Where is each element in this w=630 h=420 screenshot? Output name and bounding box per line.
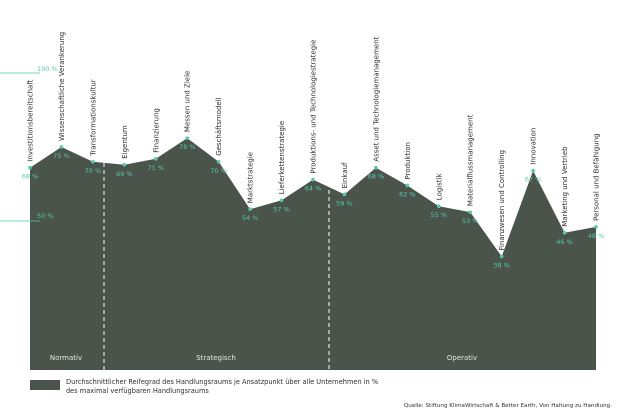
value-label-11: 59 % <box>336 199 353 207</box>
source-note: Quelle: Stiftung KlimaWirtschaft & Bette… <box>403 403 612 409</box>
section-label-operativ: Operativ <box>447 354 477 362</box>
legend: Durchschnittlicher Reifegrad des Handlun… <box>30 378 386 396</box>
data-point-18 <box>562 231 567 235</box>
data-point-15 <box>468 210 473 214</box>
category-label-1: Investitionsbereitschaft <box>27 79 35 161</box>
value-label-13: 62 % <box>399 190 416 198</box>
area-fill <box>30 138 596 370</box>
data-point-14 <box>436 204 441 208</box>
category-label-17: Innovation <box>530 128 538 165</box>
value-label-3: 70 % <box>85 167 102 175</box>
category-label-15: Materialflussmanagement <box>467 114 475 206</box>
data-point-11 <box>342 192 347 197</box>
category-label-11: Einkauf <box>341 162 349 188</box>
category-label-10: Produktions- und Technologiestrategie <box>310 40 318 174</box>
data-point-12 <box>374 165 378 170</box>
ref-label-100: 100 % <box>37 65 58 73</box>
data-point-10 <box>311 177 315 182</box>
data-point-9 <box>279 198 284 203</box>
value-label-10: 64 % <box>305 185 322 193</box>
data-point-1 <box>28 165 32 170</box>
category-label-5: Finanzierung <box>152 108 160 153</box>
category-label-19: Personal und Befähigung <box>593 133 601 221</box>
legend-swatch <box>30 380 60 390</box>
data-point-8 <box>248 207 252 211</box>
data-point-2 <box>59 145 64 149</box>
category-label-12: Asset und Technologiemanagement <box>372 36 380 161</box>
category-label-14: Logistik <box>435 172 443 200</box>
data-point-3 <box>91 160 95 164</box>
value-label-5: 71 % <box>148 164 165 172</box>
ref-label-50: 50 % <box>37 212 54 220</box>
value-label-4: 69 % <box>116 170 133 178</box>
value-label-12: 68 % <box>368 173 385 181</box>
data-point-6 <box>185 136 190 140</box>
category-label-9: Lieferkettenstrategie <box>278 121 286 194</box>
value-label-9: 57 % <box>273 205 290 213</box>
value-label-19: 48 % <box>588 232 605 240</box>
category-label-8: Marktstrategie <box>247 152 255 203</box>
category-label-18: Marketing und Vertrieb <box>561 146 569 227</box>
data-point-5 <box>153 157 158 161</box>
value-label-6: 78 % <box>179 143 196 151</box>
category-label-7: Geschäftsmodell <box>215 97 223 155</box>
value-label-16: 38 % <box>493 262 510 270</box>
data-point-19 <box>594 225 598 229</box>
section-label-normativ: Normativ <box>50 354 82 362</box>
value-label-1: 68 % <box>22 173 39 181</box>
category-label-16: Finanzwesen und Controlling <box>498 150 506 251</box>
category-label-13: Produktion <box>404 142 412 179</box>
category-label-6: Messen und Ziele <box>184 71 192 132</box>
value-label-8: 54 % <box>242 214 259 222</box>
value-label-14: 55 % <box>431 211 448 219</box>
data-point-4 <box>122 162 127 167</box>
section-label-strategisch: Strategisch <box>196 354 236 362</box>
data-point-7 <box>216 160 221 164</box>
data-point-16 <box>499 254 504 259</box>
data-point-13 <box>405 183 410 188</box>
category-label-4: Eigentum <box>121 125 129 159</box>
data-point-17 <box>531 168 535 173</box>
legend-text: Durchschnittlicher Reifegrad des Handlun… <box>66 378 379 395</box>
value-label-15: 53 % <box>462 217 479 225</box>
value-label-17: 67 % <box>525 176 542 184</box>
value-label-7: 70 % <box>210 167 227 175</box>
value-label-2: 75 % <box>53 152 70 160</box>
category-label-2: Wissenschaftliche Verankerung <box>58 32 66 141</box>
category-label-3: Transformationskultur <box>89 79 97 157</box>
value-label-18: 46 % <box>556 238 573 246</box>
